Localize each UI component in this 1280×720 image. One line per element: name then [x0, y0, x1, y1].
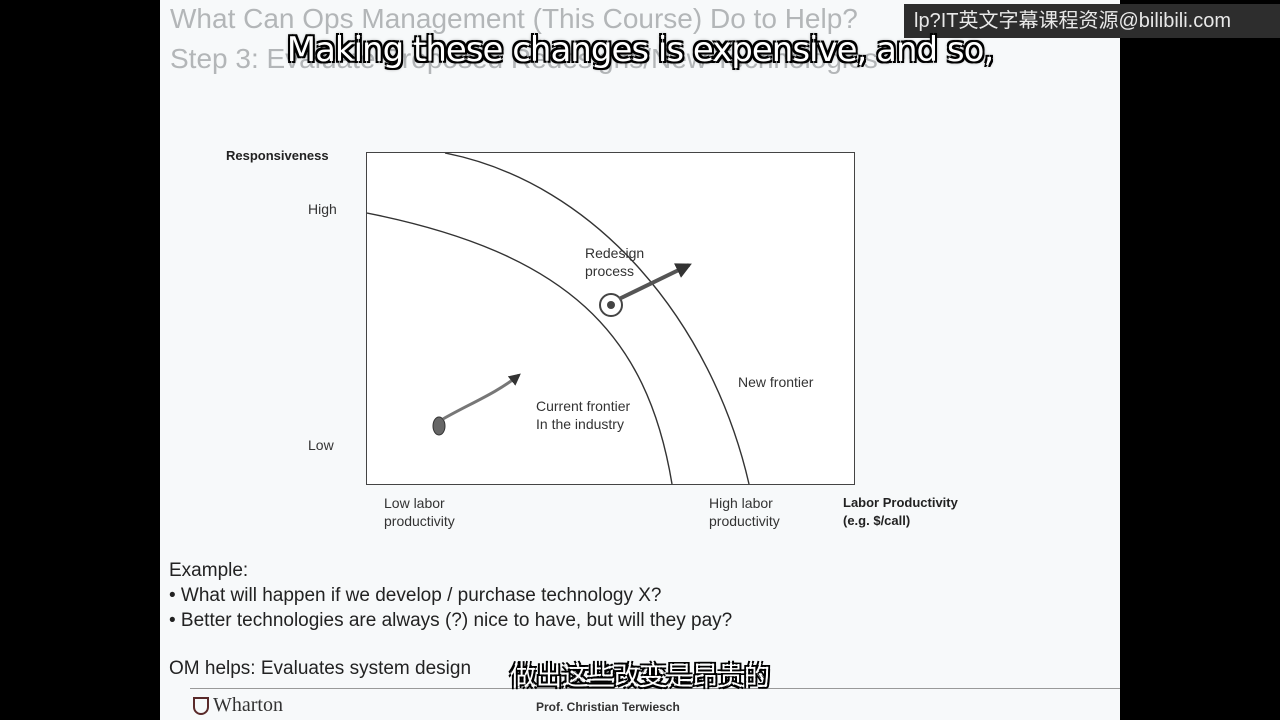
x-tick-low-2: productivity — [384, 513, 455, 529]
om-helps-text: OM helps: Evaluates system design — [169, 658, 472, 679]
frontier-chart: Responsiveness High Low Redesign process — [160, 0, 1120, 540]
x-axis-unit: (e.g. $/call) — [843, 513, 911, 528]
logo-text: Wharton — [213, 694, 283, 716]
footer-divider — [190, 688, 1120, 689]
presenter-name: Prof. Christian Terwiesch — [536, 700, 680, 714]
example-block: Example: • What will happen if we develo… — [169, 558, 732, 633]
improvement-arrow — [442, 373, 521, 421]
current-frontier-curve — [367, 212, 673, 484]
y-tick-low: Low — [308, 437, 334, 453]
new-frontier-label: New frontier — [738, 374, 814, 390]
subtitle-english: Making these changes is expensive, and s… — [286, 30, 995, 70]
current-frontier-label-2: In the industry — [536, 416, 624, 432]
subtitle-chinese: 做出这些改变是昂贵的 — [509, 662, 770, 692]
current-position-dot — [607, 301, 615, 309]
slide-subtitle: Step 3: Evaluate Proposed Redesigns/New … — [170, 43, 878, 74]
y-tick-high: High — [308, 201, 337, 217]
plot-svg — [367, 153, 750, 484]
lecture-slide: What Can Ops Management (This Course) Do… — [160, 0, 1120, 720]
x-tick-high-2: productivity — [709, 513, 780, 529]
example-bullet-2: • Better technologies are always (?) nic… — [169, 610, 733, 631]
slide-title: What Can Ops Management (This Course) Do… — [170, 3, 858, 34]
new-frontier-curve — [444, 153, 750, 484]
x-tick-low-1: Low labor — [384, 495, 445, 511]
redesign-label-1: Redesign — [585, 245, 645, 261]
y-axis-label: Responsiveness — [226, 148, 329, 163]
plot-area — [366, 152, 855, 485]
redesign-label-2: process — [585, 263, 635, 279]
example-bullet-1: • What will happen if we develop / purch… — [169, 585, 662, 606]
x-axis-label: Labor Productivity — [843, 495, 958, 510]
x-tick-high-1: High labor — [709, 495, 773, 511]
shield-icon — [193, 696, 209, 715]
old-position-marker — [432, 416, 446, 436]
watermark: lp?IT英文字幕课程资源@bilibili.com — [904, 4, 1280, 38]
example-heading: Example: — [169, 560, 249, 581]
redesign-arrow — [618, 263, 692, 301]
current-frontier-label-1: Current frontier — [536, 398, 631, 414]
wharton-logo: Wharton — [193, 694, 283, 717]
